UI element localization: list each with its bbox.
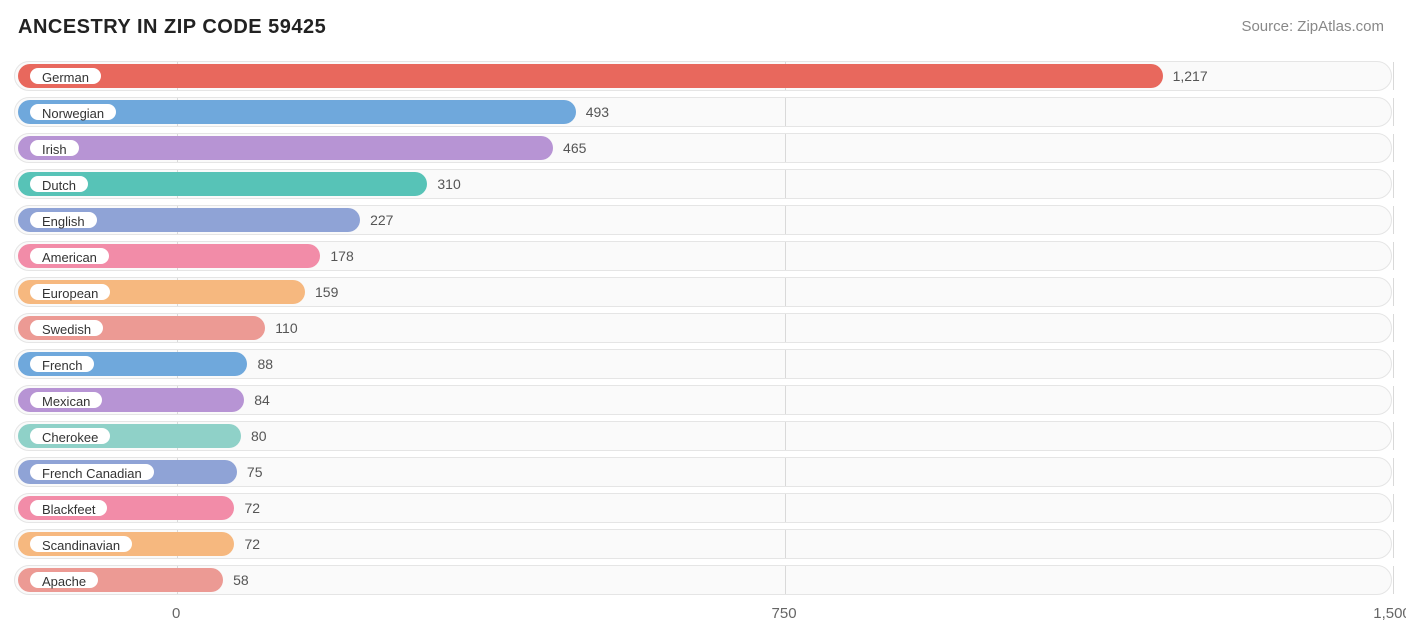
gridline: [785, 494, 786, 522]
gridline: [1393, 170, 1394, 198]
category-pill: Blackfeet: [28, 498, 109, 518]
category-pill: French Canadian: [28, 462, 156, 482]
bar: [18, 64, 1163, 88]
gridline: [785, 134, 786, 162]
bar-row: Blackfeet 72: [14, 493, 1392, 523]
gridline: [785, 170, 786, 198]
category-pill: Dutch: [28, 174, 90, 194]
bar-row: Apache 58: [14, 565, 1392, 595]
chart-title: ANCESTRY IN ZIP CODE 59425: [18, 16, 1392, 39]
category-pill: English: [28, 210, 99, 230]
gridline: [785, 422, 786, 450]
gridline: [1393, 242, 1394, 270]
gridline: [1393, 494, 1394, 522]
value-label: 58: [233, 565, 249, 595]
gridline: [1393, 62, 1394, 90]
gridline: [1393, 566, 1394, 594]
value-label: 72: [244, 529, 260, 559]
bar-row: Mexican 84: [14, 385, 1392, 415]
x-axis: 07501,500: [14, 601, 1392, 629]
value-label: 110: [275, 313, 297, 343]
bar-row: French 88: [14, 349, 1392, 379]
gridline: [1393, 422, 1394, 450]
gridline: [785, 566, 786, 594]
bar-row: American 178: [14, 241, 1392, 271]
gridline: [1393, 350, 1394, 378]
bar-row: Dutch 310: [14, 169, 1392, 199]
gridline: [1393, 530, 1394, 558]
category-pill: French: [28, 354, 96, 374]
bar-row: German 1,217: [14, 61, 1392, 91]
category-pill: Swedish: [28, 318, 105, 338]
bar-row: Irish 465: [14, 133, 1392, 163]
gridline: [785, 278, 786, 306]
category-pill: Scandinavian: [28, 534, 134, 554]
value-label: 80: [251, 421, 267, 451]
value-label: 310: [437, 169, 460, 199]
gridline: [785, 386, 786, 414]
value-label: 75: [247, 457, 263, 487]
value-label: 1,217: [1173, 61, 1208, 91]
gridline: [1393, 458, 1394, 486]
gridline: [785, 242, 786, 270]
bar-row: Cherokee 80: [14, 421, 1392, 451]
gridline: [1393, 386, 1394, 414]
bar-row: French Canadian 75: [14, 457, 1392, 487]
category-pill: American: [28, 246, 111, 266]
category-pill: Apache: [28, 570, 100, 590]
bar-row: European 159: [14, 277, 1392, 307]
bar-row: Swedish 110: [14, 313, 1392, 343]
value-label: 84: [254, 385, 270, 415]
axis-tick-label: 750: [772, 605, 797, 622]
gridline: [785, 350, 786, 378]
gridline: [785, 530, 786, 558]
bar-row: Scandinavian 72: [14, 529, 1392, 559]
value-label: 159: [315, 277, 338, 307]
gridline: [785, 458, 786, 486]
gridline: [1393, 278, 1394, 306]
gridline: [1393, 98, 1394, 126]
value-label: 88: [257, 349, 273, 379]
category-pill: Cherokee: [28, 426, 112, 446]
value-label: 465: [563, 133, 586, 163]
value-label: 178: [330, 241, 353, 271]
chart-area: German 1,217 Norwegian 493 Irish 465 Dutch 310 E…: [14, 61, 1392, 595]
gridline: [1393, 134, 1394, 162]
axis-tick-label: 1,500: [1373, 605, 1406, 622]
chart-container: ANCESTRY IN ZIP CODE 59425 Source: ZipAt…: [0, 0, 1406, 644]
category-pill: European: [28, 282, 112, 302]
category-pill: Norwegian: [28, 102, 118, 122]
bar-row: English 227: [14, 205, 1392, 235]
gridline: [785, 206, 786, 234]
category-pill: Mexican: [28, 390, 104, 410]
category-pill: German: [28, 66, 103, 86]
gridline: [1393, 206, 1394, 234]
value-label: 72: [244, 493, 260, 523]
source-label: Source: ZipAtlas.com: [1241, 18, 1384, 35]
bar: [18, 136, 553, 160]
value-label: 227: [370, 205, 393, 235]
gridline: [785, 314, 786, 342]
axis-tick-label: 0: [172, 605, 180, 622]
gridline: [785, 98, 786, 126]
gridline: [1393, 314, 1394, 342]
value-label: 493: [586, 97, 609, 127]
category-pill: Irish: [28, 138, 81, 158]
bar-row: Norwegian 493: [14, 97, 1392, 127]
